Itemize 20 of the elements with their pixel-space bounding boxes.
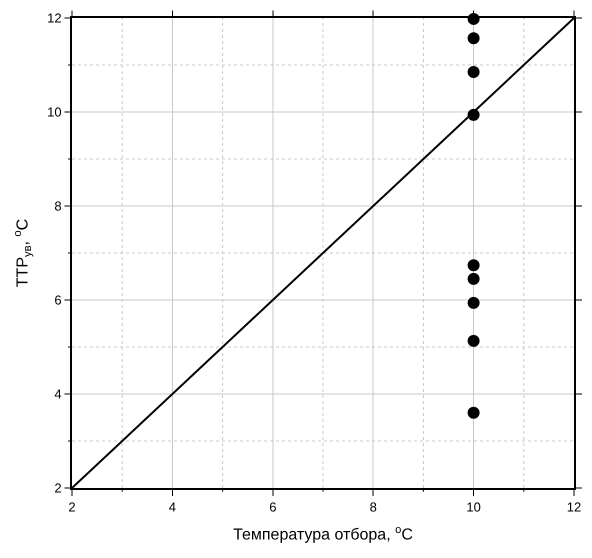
- y-tick-label: 10: [47, 104, 62, 120]
- point: [468, 32, 480, 44]
- x-tick-label: 8: [370, 499, 377, 514]
- x-tick-label: 12: [566, 499, 582, 514]
- y-tick-label: 12: [47, 10, 62, 26]
- y-tick-label: 8: [54, 198, 62, 214]
- point: [468, 272, 480, 285]
- x-tick-label: 2: [68, 499, 76, 514]
- point: [468, 66, 480, 78]
- x-tick-label: 10: [466, 499, 481, 514]
- y-tick-label: 6: [54, 292, 62, 308]
- x-tick-label: 4: [168, 499, 176, 514]
- x-tick-label: 6: [269, 499, 276, 514]
- point: [468, 334, 480, 347]
- point: [468, 259, 480, 272]
- x-axis-title: Температура отбора, $^{o}$C: [233, 524, 413, 544]
- point: [468, 296, 480, 309]
- point: [468, 406, 480, 419]
- y-tick-label: 2: [54, 480, 62, 496]
- y-tick-label: 4: [54, 386, 62, 402]
